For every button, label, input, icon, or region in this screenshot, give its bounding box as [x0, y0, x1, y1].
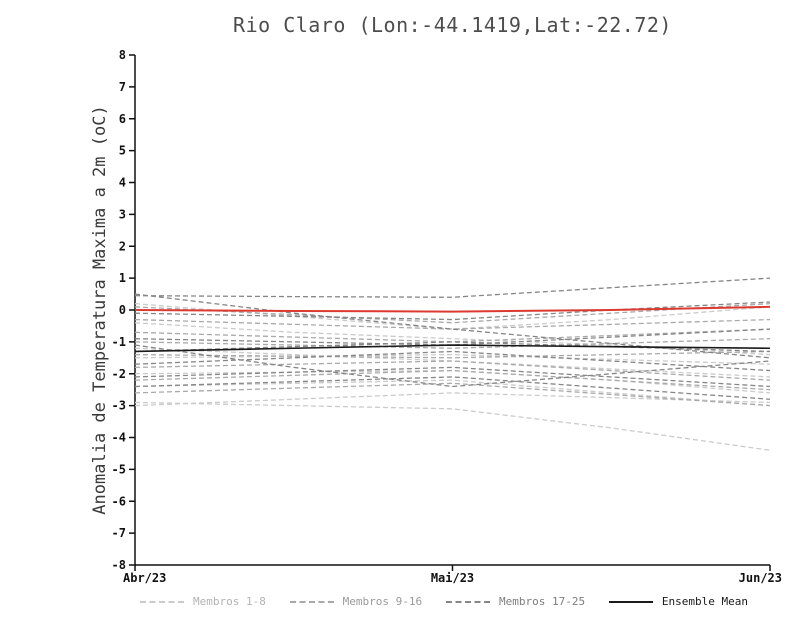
y-tick-label: 7 — [119, 80, 126, 94]
member-line-membro-4 — [134, 369, 771, 394]
legend-label: Membros 9-16 — [342, 595, 423, 608]
member-line-membro-9 — [134, 302, 771, 324]
member-line-membro-7 — [134, 347, 771, 378]
member-line-membro-24 — [134, 376, 771, 400]
y-tick-label: -8 — [112, 558, 126, 572]
member-line-membro-15 — [134, 382, 771, 407]
y-tick-label: -2 — [112, 367, 126, 381]
member-line-membro-10 — [134, 318, 771, 330]
x-tick-label: Abr/23 — [123, 571, 166, 585]
member-line-membro-21 — [134, 341, 771, 353]
legend-line-swatch — [140, 600, 184, 603]
y-tick-label: -7 — [112, 526, 126, 540]
member-line-membro-11 — [134, 338, 771, 349]
legend-line-swatch — [608, 600, 653, 603]
member-line-membro-23 — [134, 366, 771, 388]
legend: Membros 1-8 Membros 9-16 Membros 17-25 E… — [140, 595, 748, 608]
member-line-membro-5 — [134, 379, 771, 407]
y-tick-label: 3 — [119, 207, 126, 221]
member-line-membro-6 — [134, 401, 771, 451]
legend-label: Membros 17-25 — [498, 595, 586, 608]
y-tick-label: 2 — [119, 239, 126, 253]
y-tick-label: 8 — [119, 48, 126, 62]
member-line-membro-19 — [134, 301, 771, 321]
member-line-membro-16 — [134, 328, 771, 343]
legend-item-ensemble-mean: Ensemble Mean — [608, 595, 748, 608]
legend-label: Ensemble Mean — [661, 595, 748, 608]
x-tick-label: Mai/23 — [431, 571, 474, 585]
ensemble-mean-line — [134, 344, 771, 353]
member-line-membro-25 — [134, 344, 771, 388]
y-tick-label: -4 — [112, 431, 126, 445]
member-line-membro-13 — [134, 360, 771, 381]
legend-line-swatch — [289, 600, 334, 603]
x-tick-label: Jun/23 — [739, 571, 782, 585]
member-line-membro-20 — [134, 328, 771, 346]
chart-title: Rio Claro (Lon:-44.1419,Lat:-22.72) — [233, 13, 672, 37]
red-reference-line — [134, 305, 771, 313]
member-line-membro-14 — [134, 369, 771, 391]
y-tick-label: 4 — [119, 176, 126, 190]
legend-item-membros-1-8: Membros 1-8 — [140, 595, 266, 608]
legend-item-membros-9-16: Membros 9-16 — [289, 595, 423, 608]
y-tick-label: 6 — [119, 112, 126, 126]
y-tick-label: 1 — [119, 271, 126, 285]
member-line-membro-17 — [134, 277, 771, 298]
member-line-membro-8 — [134, 392, 771, 407]
member-line-membro-3 — [134, 353, 771, 365]
y-tick-label: -3 — [112, 399, 126, 413]
y-tick-label: -1 — [112, 335, 126, 349]
legend-line-swatch — [445, 600, 490, 603]
y-tick-label: 5 — [119, 144, 126, 158]
y-tick-label: 0 — [119, 303, 126, 317]
y-tick-label: -5 — [112, 462, 126, 476]
legend-item-membros-17-25: Membros 17-25 — [445, 595, 586, 608]
member-line-membro-12 — [134, 350, 771, 359]
legend-label: Membros 1-8 — [193, 595, 266, 608]
y-tick-label: -6 — [112, 494, 126, 508]
